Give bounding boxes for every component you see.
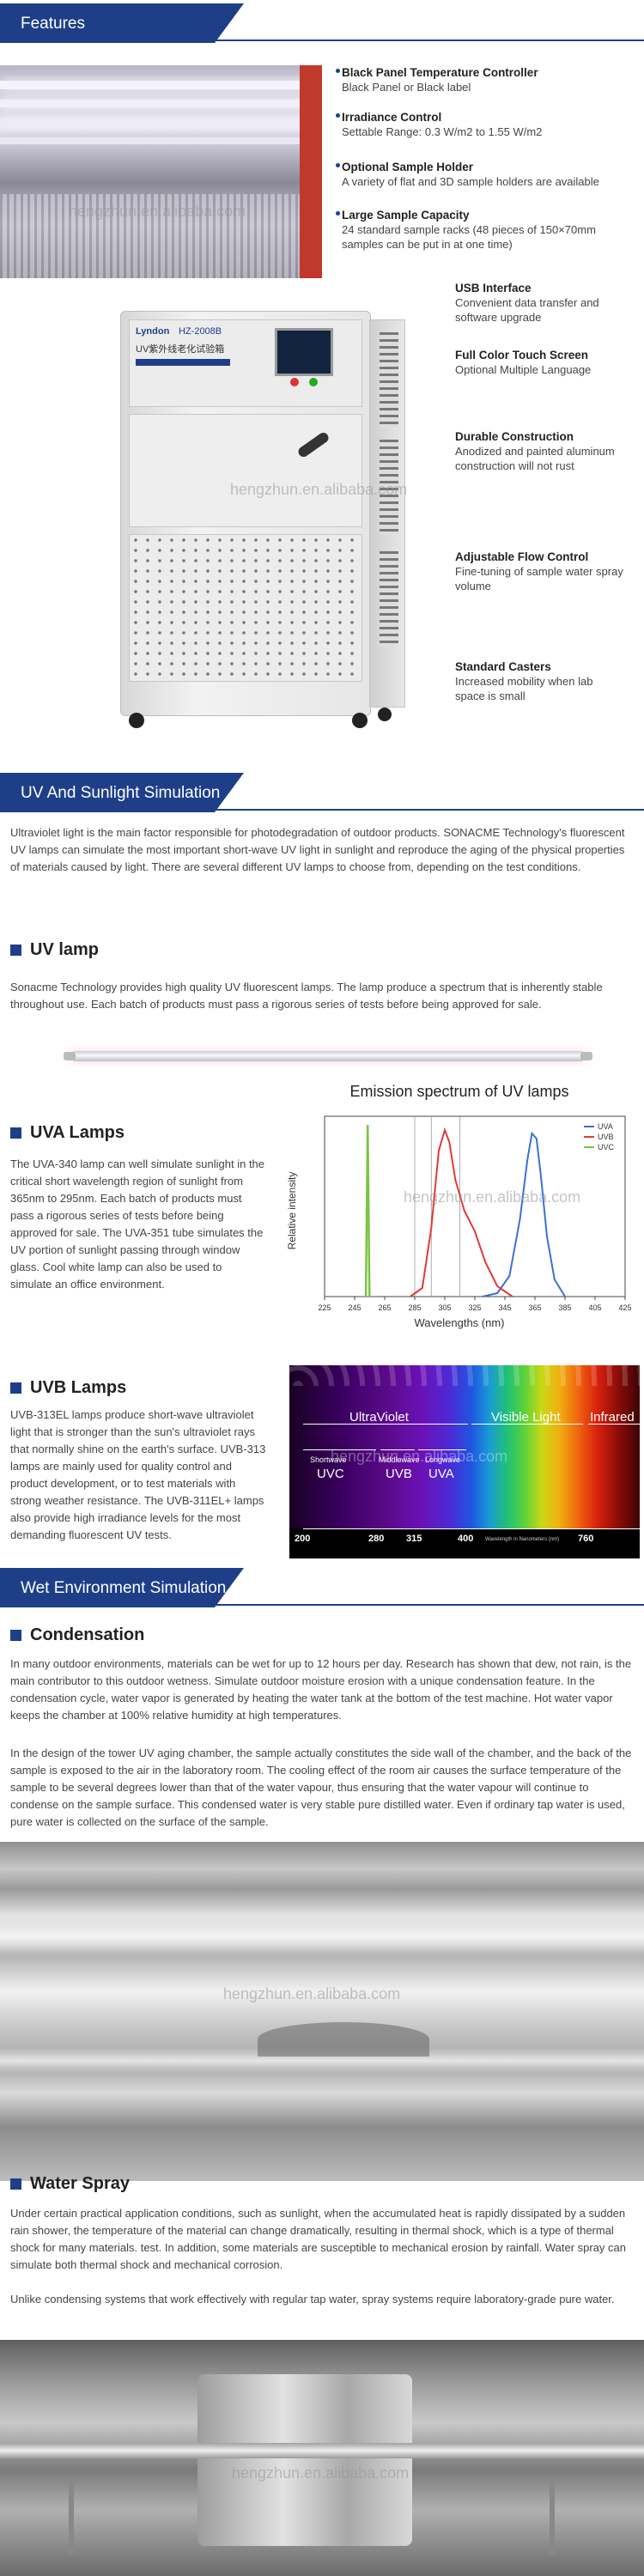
spectrum-label-ultraviolet: UltraViolet xyxy=(349,1410,409,1425)
chart-x-tick-label: 325 xyxy=(468,1303,481,1312)
chart-ylabel: Relative intensity xyxy=(286,1172,298,1250)
uvb-text: UVB-313EL lamps produce short-wave ultra… xyxy=(10,1408,266,1541)
watermark-3: hengzhun.en.alibaba.com xyxy=(404,1188,581,1206)
chart-series-uvb xyxy=(410,1127,513,1297)
feature-item: Large Sample Capacity 24 standard sample… xyxy=(342,209,596,251)
chart-x-tick-label: 225 xyxy=(318,1303,331,1312)
feature-item: Irradiance Control Settable Range: 0.3 W… xyxy=(342,111,543,138)
condensation-heading: Condensation xyxy=(10,1625,144,1645)
chart-legend-label: UVA xyxy=(598,1122,613,1131)
uvb-heading: UVB Lamps xyxy=(10,1378,126,1398)
uv-sunlight-banner: UV And Sunlight Simulation xyxy=(0,773,644,812)
uv-intro-text: Ultraviolet light is the main factor res… xyxy=(10,826,625,873)
water-spray-text-2: Unlike condensing systems that work effe… xyxy=(10,2293,615,2306)
chart-x-tick-label: 305 xyxy=(438,1303,451,1312)
chart-legend-label: UVB xyxy=(598,1133,614,1141)
condensation-text-1: In many outdoor environments, materials … xyxy=(10,1657,632,1722)
emission-spectrum-chart: Emission spectrum of UV lamps 225 245 265 2… xyxy=(286,1083,632,1329)
watermark-4: hengzhun.en.alibaba.com xyxy=(331,1448,508,1465)
feature-item: Black Panel Temperature Controller Black… xyxy=(342,66,538,94)
watermark-2: hengzhun.en.alibaba.com xyxy=(230,481,408,498)
watermark-1: hengzhun.en.alibaba.com xyxy=(69,203,246,220)
features-banner-title: Features xyxy=(21,15,85,33)
water-spray-heading: Water Spray xyxy=(10,2174,130,2194)
uv-lamp-heading: UV lamp xyxy=(10,940,99,960)
light-spectrum-graphic: UltraViolet Visible Light Infrared Short… xyxy=(289,1365,640,1558)
condensation-photo xyxy=(0,1842,644,2181)
machine-model: HZ-2008B xyxy=(179,326,222,337)
chart-title: Emission spectrum of UV lamps xyxy=(349,1083,568,1100)
spectrum-label-infrared: Infrared xyxy=(590,1410,635,1425)
water-spray-text-1: Under certain practical application cond… xyxy=(10,2207,626,2271)
wet-environment-banner-title: Wet Environment Simulation xyxy=(21,1579,227,1597)
feature-side-flow: Adjustable Flow Control Fine-tuning of s… xyxy=(455,550,623,592)
feature-side-usb: USB Interface Convenient data transfer a… xyxy=(455,282,599,324)
chart-x-tick-label: 385 xyxy=(558,1303,571,1312)
chart-x-tick-label: 285 xyxy=(408,1303,421,1312)
machine-name: UV紫外线老化试验箱 xyxy=(136,344,225,355)
uva-heading: UVA Lamps xyxy=(10,1123,125,1143)
feature-side-casters: Standard Casters Increased mobility when… xyxy=(455,660,593,702)
touch-screen xyxy=(275,328,333,376)
condensation-text-2: In the design of the tower UV aging cham… xyxy=(10,1747,632,1828)
uv-sunlight-banner-title: UV And Sunlight Simulation xyxy=(21,784,221,802)
chart-frame xyxy=(324,1115,626,1297)
features-banner: Features xyxy=(0,3,644,43)
chart-xlabel: Wavelengths (nm) xyxy=(415,1316,505,1329)
uv-lamp-tube xyxy=(64,1051,592,1061)
chart-x-tick-label: 405 xyxy=(588,1303,601,1312)
chamber-interior-photo xyxy=(0,65,322,278)
feature-side-construction: Durable Construction Anodized and painte… xyxy=(455,430,615,472)
chart-series-uvc xyxy=(364,1124,371,1297)
chart-series-uva xyxy=(482,1131,566,1297)
uv-chamber-machine: Lyndon HZ-2008B UV紫外线老化试验箱 xyxy=(103,302,412,749)
watermark-6: hengzhun.en.alibaba.com xyxy=(232,2464,410,2482)
chart-x-tick-label: 245 xyxy=(348,1303,361,1312)
chart-x-tick-label: 425 xyxy=(618,1303,631,1312)
wet-environment-banner: Wet Environment Simulation xyxy=(0,1568,644,1607)
spectrum-label-visible: Visible Light xyxy=(491,1410,561,1425)
chart-x-tick-label: 345 xyxy=(498,1303,511,1312)
chart-legend-label: UVC xyxy=(598,1143,615,1151)
feature-item: Optional Sample Holder A variety of flat… xyxy=(342,161,599,188)
chart-x-tick-label: 365 xyxy=(528,1303,541,1312)
water-spray-photo xyxy=(0,2340,644,2576)
chart-plot-area: 225 245 265 285 305 325 345 365 385 405 425 UVA UVB U… xyxy=(318,1115,632,1312)
chart-x-tick-label: 265 xyxy=(378,1303,391,1312)
machine-brand: Lyndon xyxy=(136,326,170,337)
watermark-5: hengzhun.en.alibaba.com xyxy=(223,1985,401,2002)
uv-lamp-text: Sonacme Technology provides high quality… xyxy=(10,981,603,1011)
feature-side-touchscreen: Full Color Touch Screen Optional Multipl… xyxy=(455,349,592,376)
uva-text: The UVA-340 lamp can well simulate sunli… xyxy=(10,1157,265,1291)
